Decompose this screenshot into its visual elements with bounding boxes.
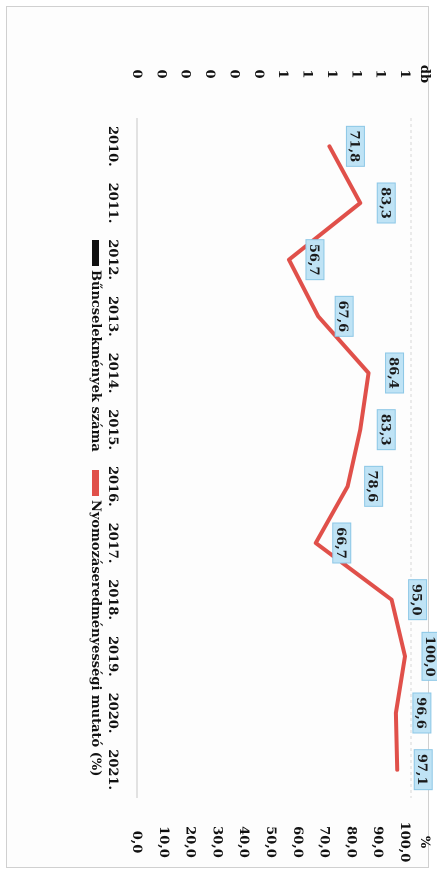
- data-label-box: [364, 465, 384, 507]
- plot-area: 2010. 2011. 2012. 2013. 2014. 2015. 2016. 2017.…: [105, 65, 437, 862]
- left-axis-tick: 0: [153, 69, 168, 78]
- x-tick-label: 2013.: [105, 296, 120, 337]
- left-axis-tick: 0: [178, 69, 193, 78]
- x-tick-label: 2020.: [105, 693, 120, 734]
- data-label: 67,6: [335, 300, 350, 332]
- left-axis-tick: 1: [300, 69, 315, 78]
- x-tick-label: 2018.: [105, 579, 120, 620]
- data-label-box: [421, 631, 437, 681]
- data-label-box: [334, 295, 354, 337]
- x-tick-label: 2015.: [105, 409, 120, 450]
- legend-label-buncselekmenyek: Bűncselekmények száma: [88, 270, 103, 452]
- x-tick-label: 2012.: [105, 239, 120, 280]
- data-label: 97,1: [414, 754, 429, 786]
- data-label-box: [413, 749, 433, 791]
- right-axis-tick: 60,0: [290, 826, 305, 858]
- right-axis-tick: 40,0: [236, 826, 251, 858]
- x-tick-label: 2010.: [105, 126, 120, 167]
- x-tick-label: 2017.: [105, 523, 120, 564]
- data-label: 95,0: [409, 584, 424, 616]
- data-label-box: [376, 409, 396, 451]
- left-axis-tick: 1: [275, 69, 290, 78]
- data-label: 83,3: [377, 414, 392, 446]
- right-axis-tick: 20,0: [183, 826, 198, 858]
- right-axis-tick: 50,0: [263, 826, 278, 858]
- legend-label-nyomozaseredmenyessegi: Nyomozáseredményességi mutató (%): [88, 500, 103, 776]
- data-label-box: [412, 692, 432, 734]
- left-axis-unit: db: [417, 65, 432, 83]
- data-label: 86,4: [386, 357, 401, 389]
- left-axis-tick: 1: [348, 69, 363, 78]
- data-label-box: [345, 125, 365, 167]
- left-axis-tick: 1: [373, 69, 388, 78]
- x-tick-label: 2021.: [105, 749, 120, 790]
- left-axis-tick: 0: [129, 69, 144, 78]
- left-axis-tick: 0: [202, 69, 217, 78]
- x-tick-label: 2016.: [105, 466, 120, 507]
- left-axis-tick: 1: [397, 69, 412, 78]
- data-label: 100,0: [422, 636, 437, 677]
- right-axis-tick: 0,0: [129, 831, 144, 854]
- data-label-box: [385, 352, 405, 394]
- right-axis-tick: 80,0: [343, 826, 358, 858]
- right-axis-tick: 90,0: [370, 826, 385, 858]
- x-tick-label: 2014.: [105, 353, 120, 394]
- right-axis-unit: %: [417, 836, 432, 849]
- data-label: 96,6: [413, 697, 428, 729]
- left-axis-tick: 0: [226, 69, 241, 78]
- legend-swatch-nyomozaseredmenyessegi: [92, 470, 99, 496]
- data-label: 56,7: [306, 244, 321, 276]
- legend: Bűncselekmények száma Nyomozáseredményess…: [88, 240, 103, 776]
- data-label: 83,3: [377, 187, 392, 219]
- right-axis-tick: 70,0: [317, 826, 332, 858]
- right-axis-tick: 100,0: [397, 822, 412, 863]
- series-line-nyomozaseredmenyessegi: [286, 144, 407, 772]
- data-label-box: [305, 239, 325, 281]
- data-label-box: [376, 182, 396, 224]
- right-axis-tick: 10,0: [156, 826, 171, 858]
- data-label: 71,8: [346, 130, 361, 162]
- left-axis-tick: 1: [324, 69, 339, 78]
- data-label: 78,6: [365, 470, 380, 502]
- x-tick-label: 2011.: [105, 183, 120, 224]
- data-label-box: [408, 579, 428, 621]
- right-axis-tick: 30,0: [209, 826, 224, 858]
- data-label: 66,7: [333, 527, 348, 559]
- x-tick-label: 2019.: [105, 636, 120, 677]
- legend-swatch-buncselekmenyek: [92, 240, 99, 266]
- data-label-box: [332, 522, 352, 564]
- left-axis-tick: 0: [251, 69, 266, 78]
